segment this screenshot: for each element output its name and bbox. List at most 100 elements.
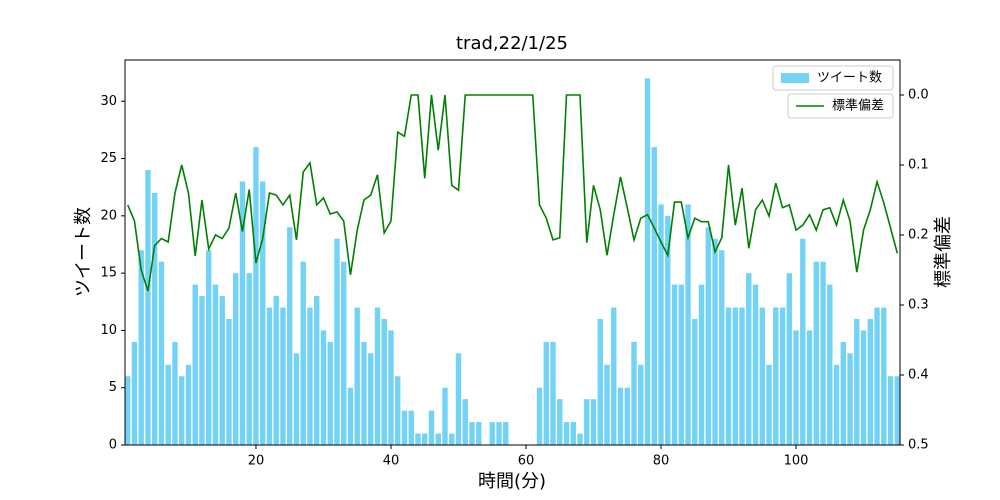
legend-box [772, 65, 894, 91]
bar [307, 307, 313, 445]
bar [354, 307, 360, 445]
bar [638, 364, 644, 445]
bar [854, 318, 860, 445]
y2-tick-label: 0.0 [908, 88, 929, 103]
bar [611, 307, 617, 445]
legend-label: 標準偏差 [832, 98, 884, 114]
bar [779, 307, 786, 445]
x-tick-label: 20 [248, 454, 265, 469]
bar [401, 410, 408, 445]
x-tick-label: 60 [518, 454, 535, 469]
bar [732, 307, 738, 445]
bar [415, 433, 421, 445]
bar [374, 307, 381, 445]
bar [644, 78, 651, 445]
bar [692, 318, 698, 445]
bar [179, 376, 185, 445]
bar [158, 261, 165, 445]
bar [617, 387, 624, 445]
bar [388, 330, 394, 445]
bar [320, 330, 327, 445]
bar [543, 341, 549, 445]
bar [860, 330, 867, 445]
bar [455, 353, 462, 445]
x-tick-label: 40 [383, 454, 400, 469]
bar [867, 318, 873, 445]
bar [273, 296, 279, 445]
bar [395, 376, 401, 445]
bar [563, 422, 570, 445]
bar [138, 250, 144, 445]
bar [793, 330, 799, 445]
bar [347, 387, 354, 445]
y-tick-label: 10 [100, 323, 117, 338]
bar [327, 341, 333, 445]
bar [813, 261, 819, 445]
bar [462, 399, 468, 445]
bar [847, 353, 853, 445]
bar [334, 238, 340, 445]
bar [314, 296, 320, 445]
bar [503, 422, 509, 445]
bar [651, 147, 657, 446]
y-tick-label: 30 [100, 94, 117, 109]
bar [590, 399, 597, 445]
bar [766, 364, 772, 445]
y2-tick-label: 0.4 [908, 368, 929, 383]
bar [172, 341, 178, 445]
line [126, 94, 899, 292]
bar [469, 422, 475, 445]
bar [665, 215, 671, 445]
bar [887, 376, 894, 445]
bar [246, 273, 252, 445]
bar [786, 273, 792, 445]
bar [489, 422, 495, 445]
bar [894, 376, 900, 445]
bar [206, 250, 212, 445]
bar [145, 170, 151, 445]
bar [698, 284, 705, 445]
bar [800, 238, 806, 445]
bar [152, 192, 158, 445]
bar [368, 353, 374, 445]
bar [341, 261, 347, 445]
bar [739, 307, 745, 445]
y-axis-label: ツイート数 [73, 207, 94, 297]
bar [550, 341, 556, 445]
bar [833, 364, 840, 445]
bar [806, 330, 813, 445]
bar [253, 147, 259, 446]
legend-label: ツイート数 [817, 71, 882, 86]
bar [260, 181, 266, 446]
bar [752, 284, 759, 445]
chart-title: trad,22/1/25 [456, 33, 568, 54]
bar [536, 387, 543, 445]
bar [820, 261, 826, 445]
bar [381, 318, 387, 445]
bar [725, 307, 732, 445]
bar [280, 307, 286, 445]
bar [759, 307, 765, 445]
y2-tick-label: 0.2 [908, 228, 929, 243]
bar [300, 261, 306, 445]
bar [233, 273, 239, 445]
bar [408, 410, 414, 445]
bar [570, 422, 576, 445]
x-tick-label: 80 [653, 454, 670, 469]
y2-tick-label: 0.1 [908, 158, 929, 173]
bar [584, 399, 590, 445]
bar [557, 399, 563, 445]
legend-swatch [781, 73, 809, 83]
y-tick-label: 15 [100, 266, 117, 281]
bar [881, 307, 887, 445]
y2-tick-label: 0.5 [908, 438, 929, 453]
bar [874, 307, 880, 445]
bar [604, 364, 610, 445]
bar [185, 364, 192, 445]
bar [631, 341, 637, 445]
bar [212, 284, 219, 445]
bar [428, 410, 435, 445]
bar [712, 238, 718, 445]
bar [496, 422, 502, 445]
